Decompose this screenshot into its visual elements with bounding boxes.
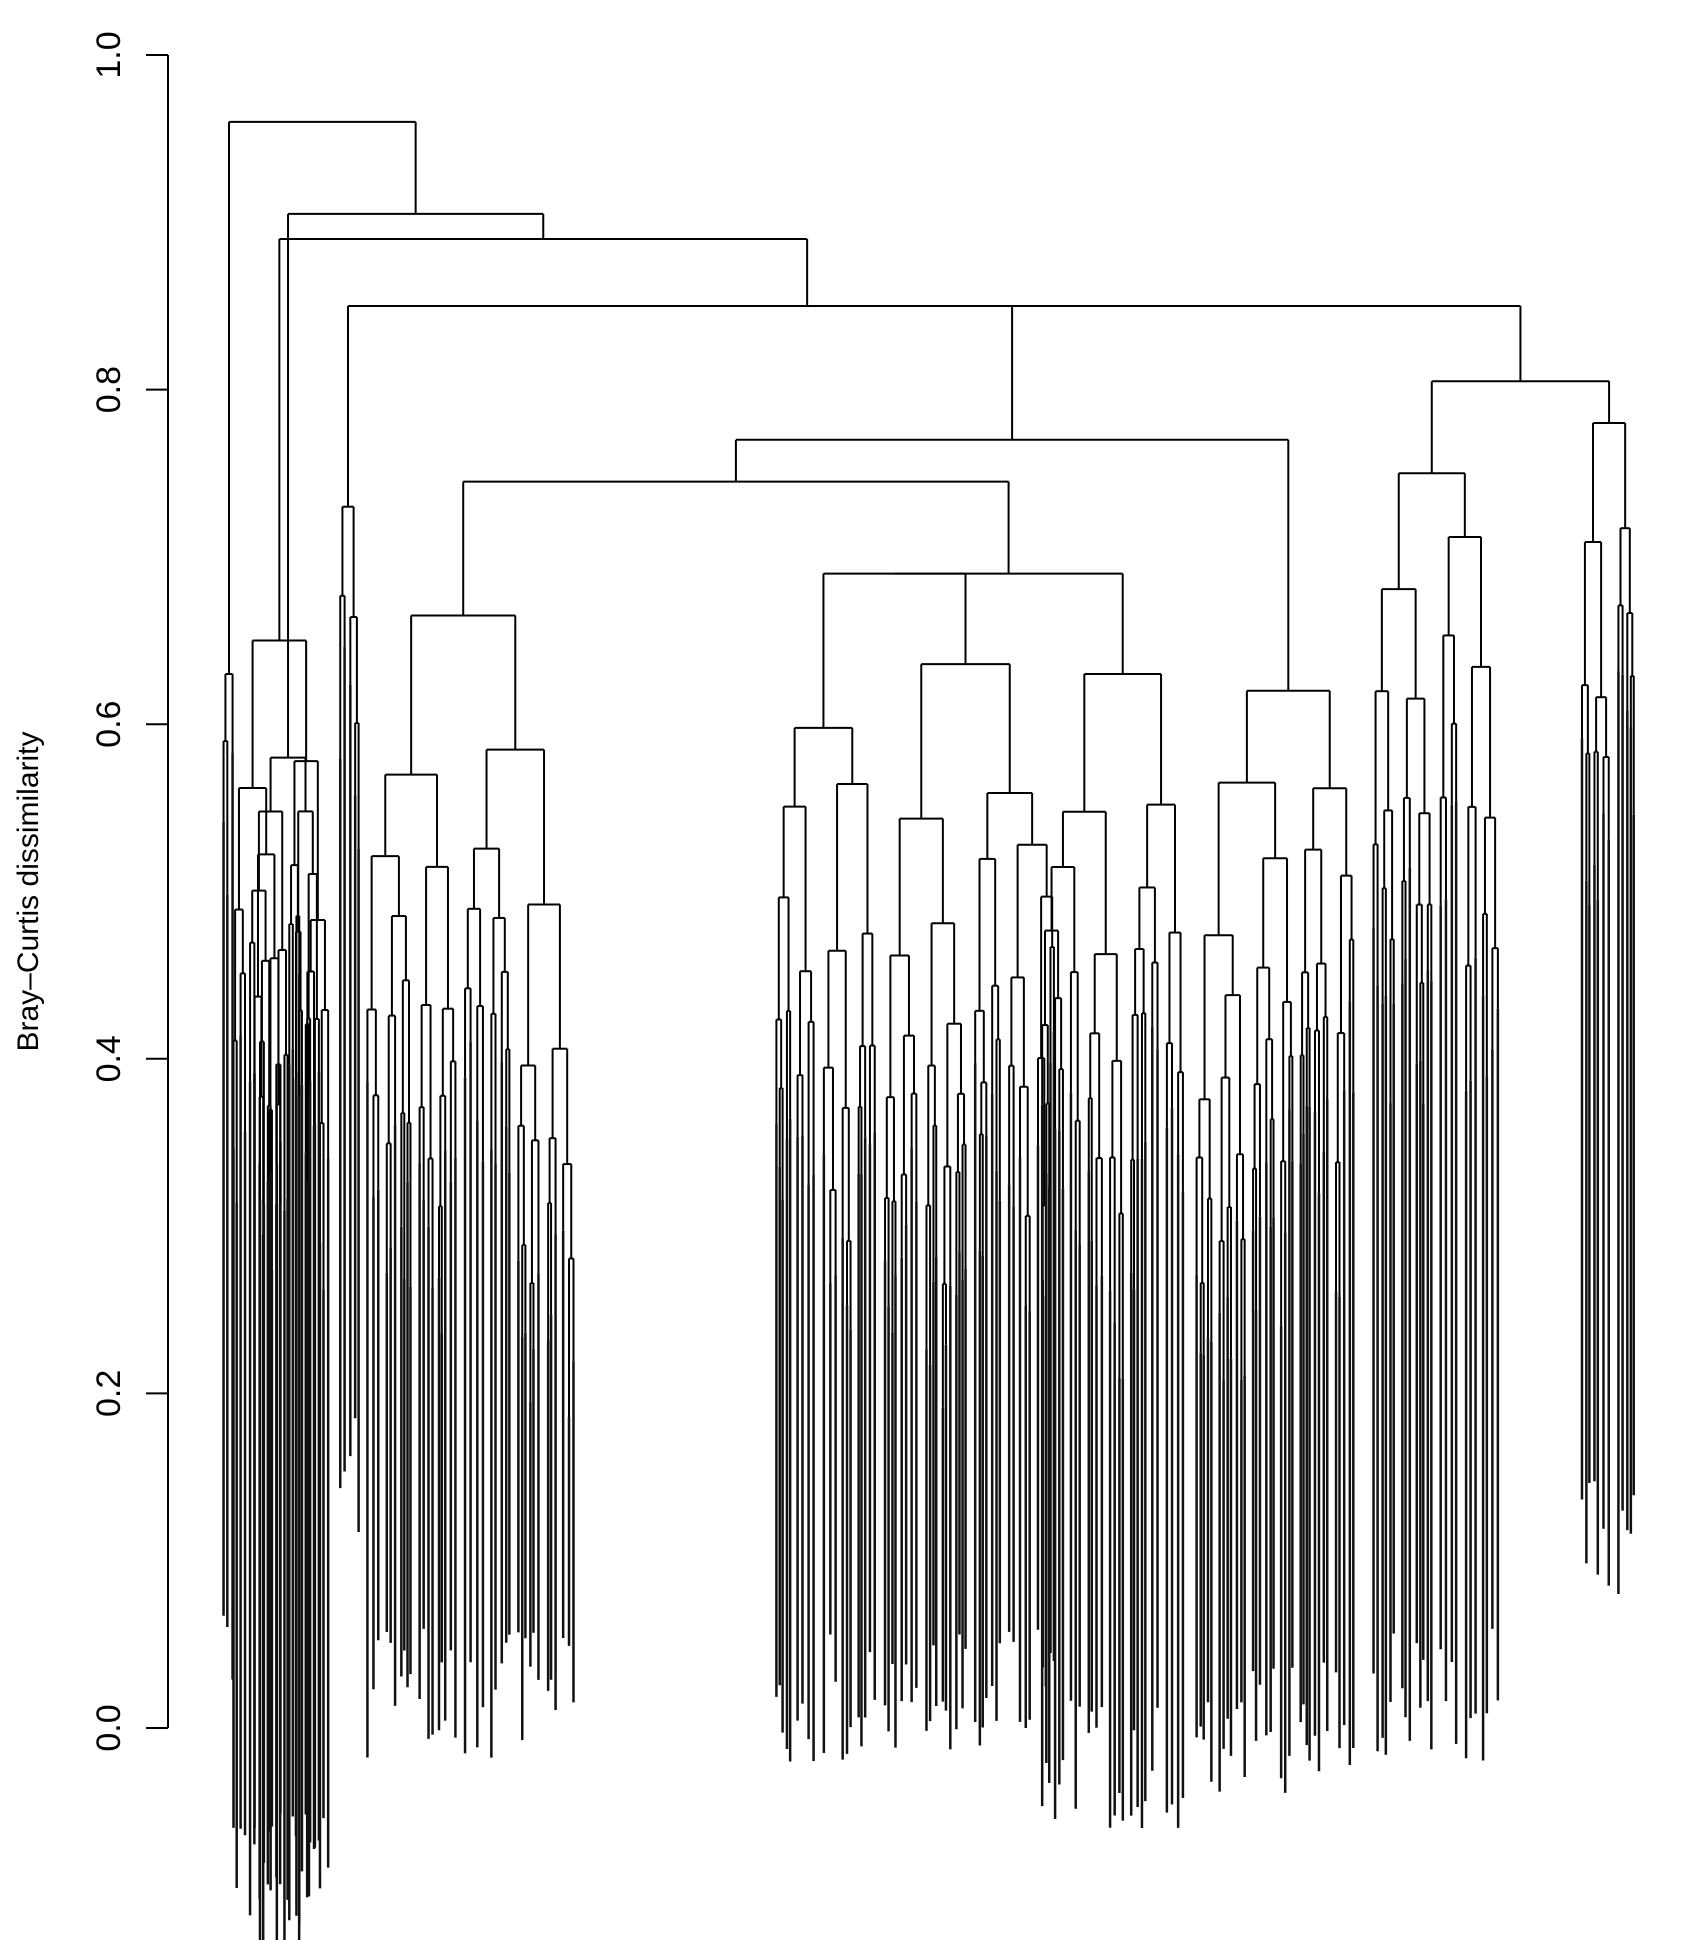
dendrogram-tree [222, 120, 1635, 1940]
y-tick-label: 0.0 [90, 1704, 128, 1751]
y-axis-ticks: 0.0 0.2 0.4 0.6 0.8 1.0 [90, 31, 168, 1752]
y-tick-label: 0.2 [90, 1370, 128, 1417]
y-axis-title: Bray–Curtis dissimilarity [12, 731, 45, 1051]
y-tick-label: 0.8 [90, 366, 128, 413]
y-tick-label: 0.4 [90, 1035, 128, 1082]
y-tick-label: 1.0 [90, 31, 128, 78]
y-axis: 0.0 0.2 0.4 0.6 0.8 1.0 [90, 31, 169, 1752]
y-tick-label: 0.6 [90, 701, 128, 748]
